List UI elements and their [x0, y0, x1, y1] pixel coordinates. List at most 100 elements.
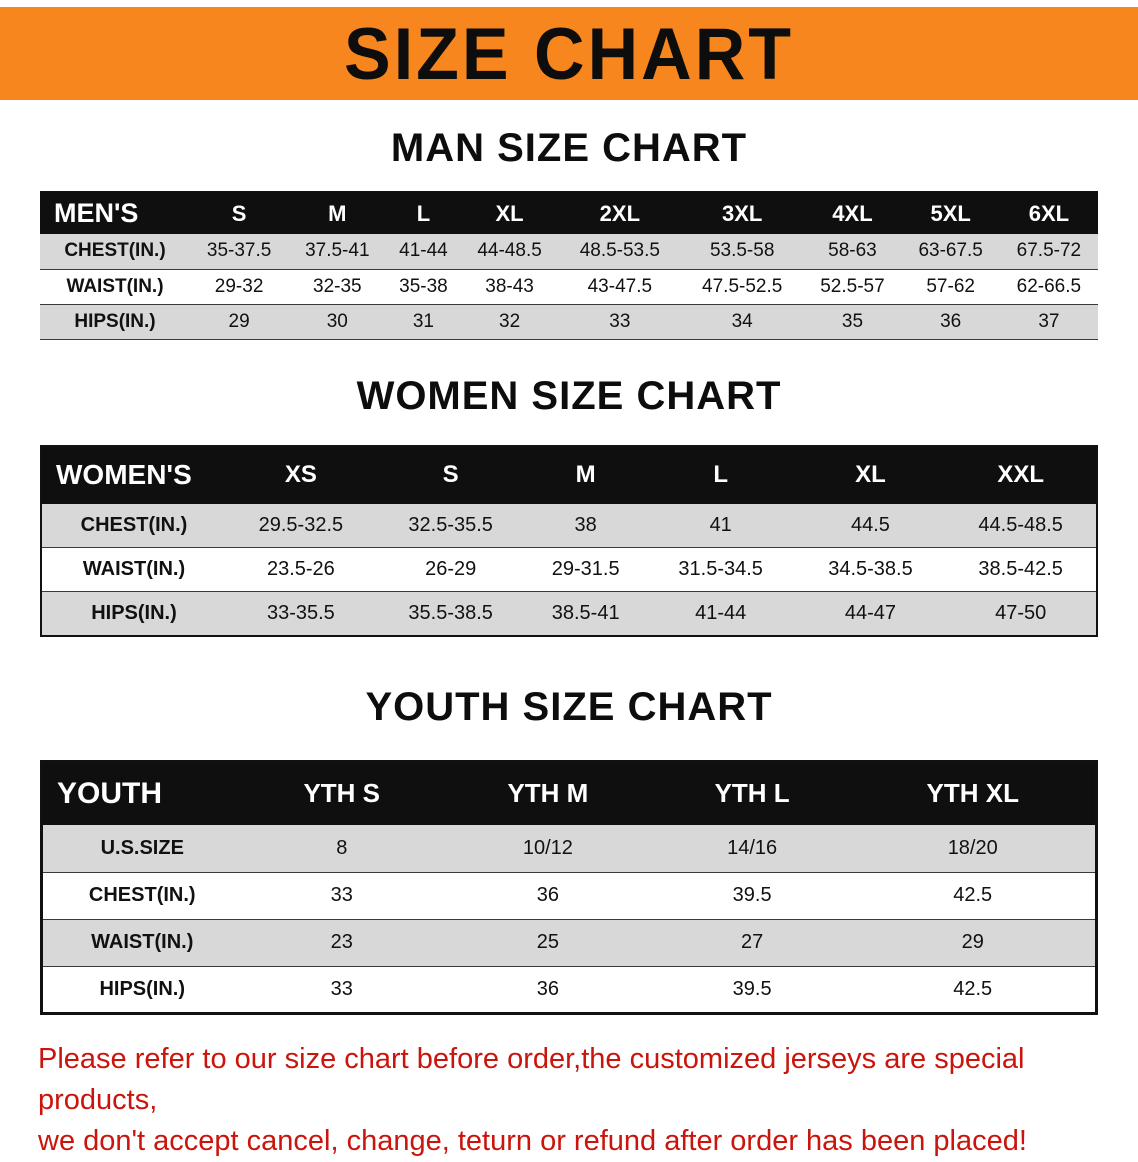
size-value: 57-62	[902, 269, 1000, 304]
size-value: 44-48.5	[460, 234, 558, 269]
size-column-header: S	[190, 192, 288, 234]
size-value: 34.5-38.5	[796, 548, 946, 592]
size-value: 23.5-26	[226, 548, 376, 592]
size-column-header: YTH S	[242, 761, 443, 825]
size-value: 36	[442, 966, 654, 1013]
row-label: WAIST(IN.)	[42, 919, 242, 966]
size-value: 23	[242, 919, 443, 966]
row-label: CHEST(IN.)	[42, 872, 242, 919]
size-value: 14/16	[654, 825, 851, 872]
size-value: 29-32	[190, 269, 288, 304]
row-label: CHEST(IN.)	[40, 234, 190, 269]
size-value: 44.5	[796, 504, 946, 548]
size-value: 18/20	[850, 825, 1096, 872]
size-value: 32-35	[288, 269, 386, 304]
size-column-header: 3XL	[681, 192, 803, 234]
notice-line-2: we don't accept cancel, change, teturn o…	[38, 1121, 1100, 1162]
size-value: 35.5-38.5	[376, 592, 526, 636]
size-value: 26-29	[376, 548, 526, 592]
size-value: 30	[288, 304, 386, 339]
size-column-header: XL	[460, 192, 558, 234]
size-value: 35	[803, 304, 901, 339]
size-value: 27	[654, 919, 851, 966]
size-value: 29	[850, 919, 1096, 966]
size-value: 58-63	[803, 234, 901, 269]
size-column-header: L	[646, 446, 796, 504]
size-value: 41-44	[386, 234, 460, 269]
man-section-heading: MAN SIZE CHART	[0, 126, 1138, 171]
size-column-header: YTH L	[654, 761, 851, 825]
table-title-cell: WOMEN'S	[41, 446, 226, 504]
size-value: 62-66.5	[1000, 269, 1098, 304]
size-value: 37.5-41	[288, 234, 386, 269]
size-column-header: M	[288, 192, 386, 234]
size-value: 33-35.5	[226, 592, 376, 636]
size-column-header: XS	[226, 446, 376, 504]
row-label: WAIST(IN.)	[40, 269, 190, 304]
size-value: 41-44	[646, 592, 796, 636]
size-value: 38.5-42.5	[945, 548, 1097, 592]
order-notice: Please refer to our size chart before or…	[38, 1039, 1100, 1162]
size-column-header: XXL	[945, 446, 1097, 504]
size-value: 63-67.5	[902, 234, 1000, 269]
size-value: 42.5	[850, 872, 1096, 919]
women-section-heading: WOMEN SIZE CHART	[0, 374, 1138, 419]
size-column-header: YTH M	[442, 761, 654, 825]
size-column-header: 5XL	[902, 192, 1000, 234]
size-value: 44.5-48.5	[945, 504, 1097, 548]
size-value: 48.5-53.5	[559, 234, 681, 269]
size-value: 53.5-58	[681, 234, 803, 269]
table-title-cell: YOUTH	[42, 761, 242, 825]
size-chart-page: { "banner": { "title": "SIZE CHART", "ba…	[0, 7, 1138, 1139]
size-value: 36	[902, 304, 1000, 339]
size-value: 31.5-34.5	[646, 548, 796, 592]
size-value: 41	[646, 504, 796, 548]
size-column-header: YTH XL	[850, 761, 1096, 825]
size-value: 39.5	[654, 872, 851, 919]
row-label: HIPS(IN.)	[42, 966, 242, 1013]
size-value: 32	[460, 304, 558, 339]
size-value: 33	[242, 966, 443, 1013]
size-value: 33	[559, 304, 681, 339]
size-value: 35-38	[386, 269, 460, 304]
row-label: HIPS(IN.)	[40, 304, 190, 339]
size-value: 29-31.5	[526, 548, 646, 592]
size-value: 35-37.5	[190, 234, 288, 269]
page-title: SIZE CHART	[344, 12, 794, 96]
size-value: 42.5	[850, 966, 1096, 1013]
size-value: 47-50	[945, 592, 1097, 636]
size-value: 37	[1000, 304, 1098, 339]
notice-line-1: Please refer to our size chart before or…	[38, 1039, 1100, 1121]
size-value: 29	[190, 304, 288, 339]
size-value: 8	[242, 825, 443, 872]
row-label: U.S.SIZE	[42, 825, 242, 872]
size-value: 67.5-72	[1000, 234, 1098, 269]
size-value: 39.5	[654, 966, 851, 1013]
size-column-header: 2XL	[559, 192, 681, 234]
banner: SIZE CHART	[0, 7, 1138, 100]
row-label: CHEST(IN.)	[41, 504, 226, 548]
size-column-header: 6XL	[1000, 192, 1098, 234]
size-value: 38-43	[460, 269, 558, 304]
size-value: 34	[681, 304, 803, 339]
size-value: 38	[526, 504, 646, 548]
size-value: 43-47.5	[559, 269, 681, 304]
